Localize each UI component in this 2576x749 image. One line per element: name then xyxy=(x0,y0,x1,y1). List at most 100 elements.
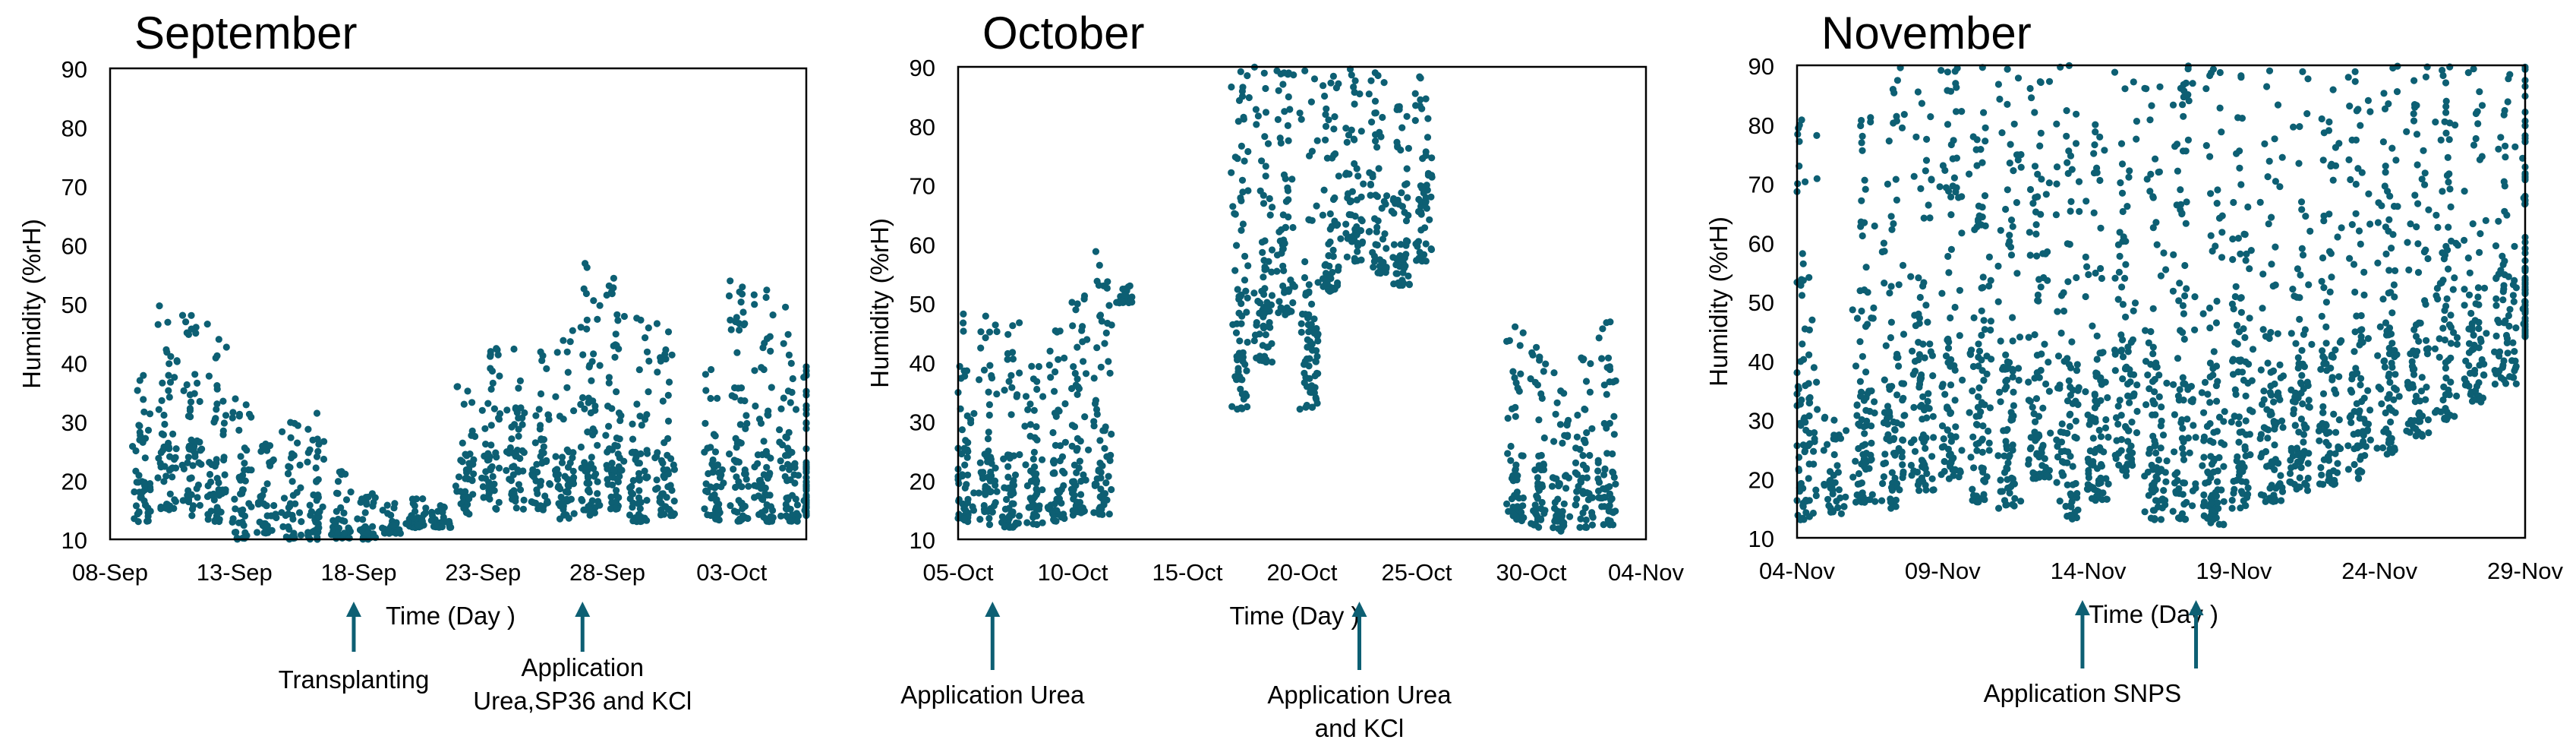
data-point xyxy=(1014,391,1021,399)
data-point xyxy=(626,495,634,503)
data-point xyxy=(1259,248,1266,256)
data-point xyxy=(2462,357,2470,365)
data-point xyxy=(777,405,785,412)
data-point xyxy=(2351,348,2358,356)
data-point xyxy=(985,401,993,409)
data-point xyxy=(1586,388,1594,396)
data-point xyxy=(1805,429,1813,437)
data-point xyxy=(589,431,597,439)
data-point xyxy=(563,446,571,454)
data-point xyxy=(528,498,535,506)
data-point xyxy=(1994,452,2002,460)
data-point xyxy=(419,495,427,503)
data-point xyxy=(2303,424,2310,431)
data-point xyxy=(976,459,984,466)
data-point xyxy=(2052,211,2060,219)
data-point xyxy=(656,498,664,506)
data-point xyxy=(1242,287,1250,295)
x-tick-label: 20-Oct xyxy=(1266,559,1337,586)
data-point xyxy=(1860,423,1868,431)
data-point xyxy=(1297,328,1305,336)
data-point xyxy=(667,512,675,520)
data-point xyxy=(2350,261,2358,268)
data-point xyxy=(313,409,321,417)
data-point xyxy=(1061,354,1068,362)
data-point xyxy=(2259,326,2267,333)
data-point xyxy=(1229,321,1237,328)
data-point xyxy=(1420,251,1428,258)
data-point xyxy=(2294,265,2301,273)
data-point xyxy=(963,367,971,374)
data-point xyxy=(2388,144,2396,152)
data-point xyxy=(1070,423,1079,431)
data-point xyxy=(2183,498,2190,507)
data-point xyxy=(1273,267,1281,275)
data-point xyxy=(2093,164,2101,172)
data-point xyxy=(1950,472,1957,479)
data-point xyxy=(1105,472,1112,480)
data-point xyxy=(2439,324,2447,332)
data-point xyxy=(161,463,169,470)
data-point xyxy=(1940,435,1947,443)
data-point xyxy=(2392,409,2399,416)
data-point xyxy=(1351,100,1358,108)
data-point xyxy=(1417,96,1424,103)
data-point xyxy=(508,435,516,443)
data-point xyxy=(1323,105,1330,112)
data-point xyxy=(314,447,322,455)
data-point xyxy=(563,384,571,391)
data-point xyxy=(1975,340,1982,348)
data-point xyxy=(1550,524,1557,532)
data-point xyxy=(2271,135,2278,143)
data-point xyxy=(2041,340,2048,348)
data-point xyxy=(180,465,188,472)
data-point xyxy=(570,510,578,517)
data-point xyxy=(2357,374,2365,382)
data-point xyxy=(1261,133,1269,141)
data-point xyxy=(2064,397,2072,405)
data-point xyxy=(739,308,747,316)
data-point xyxy=(1824,441,1831,448)
data-point xyxy=(2351,460,2358,469)
data-point xyxy=(1008,384,1016,391)
data-point xyxy=(2441,416,2448,423)
data-point xyxy=(782,505,790,513)
data-point xyxy=(195,459,203,466)
data-point xyxy=(2033,252,2041,260)
data-point xyxy=(2355,475,2363,482)
data-point xyxy=(2386,378,2394,386)
data-point xyxy=(2262,498,2269,506)
data-point xyxy=(293,488,301,496)
data-point xyxy=(1253,121,1260,128)
data-point xyxy=(970,489,978,497)
data-point xyxy=(132,447,140,455)
data-point xyxy=(2432,119,2439,126)
data-point xyxy=(462,504,469,512)
data-point xyxy=(2413,131,2421,138)
data-point xyxy=(1403,180,1411,188)
data-point xyxy=(2037,283,2045,291)
plot-frame xyxy=(109,67,808,541)
x-axis-label: Time (Day ) xyxy=(386,602,516,630)
data-point xyxy=(306,501,314,509)
data-point xyxy=(2145,450,2153,457)
data-point xyxy=(1358,217,1366,225)
annotation-arrow-head xyxy=(2074,600,2090,615)
data-point xyxy=(1354,239,1361,247)
data-point xyxy=(1944,404,1951,412)
data-point xyxy=(1241,157,1248,165)
data-point xyxy=(2101,147,2108,154)
data-point xyxy=(2240,325,2247,333)
data-point xyxy=(1007,411,1015,419)
data-point xyxy=(2270,419,2278,427)
data-point xyxy=(975,489,982,497)
data-point xyxy=(614,317,622,324)
data-point xyxy=(1926,340,1934,348)
data-point xyxy=(1969,362,1977,371)
data-point xyxy=(566,338,574,346)
data-point xyxy=(1079,323,1086,330)
data-point xyxy=(2215,413,2224,421)
data-point xyxy=(1106,369,1114,377)
data-point xyxy=(1241,277,1249,284)
data-point xyxy=(2174,167,2181,175)
